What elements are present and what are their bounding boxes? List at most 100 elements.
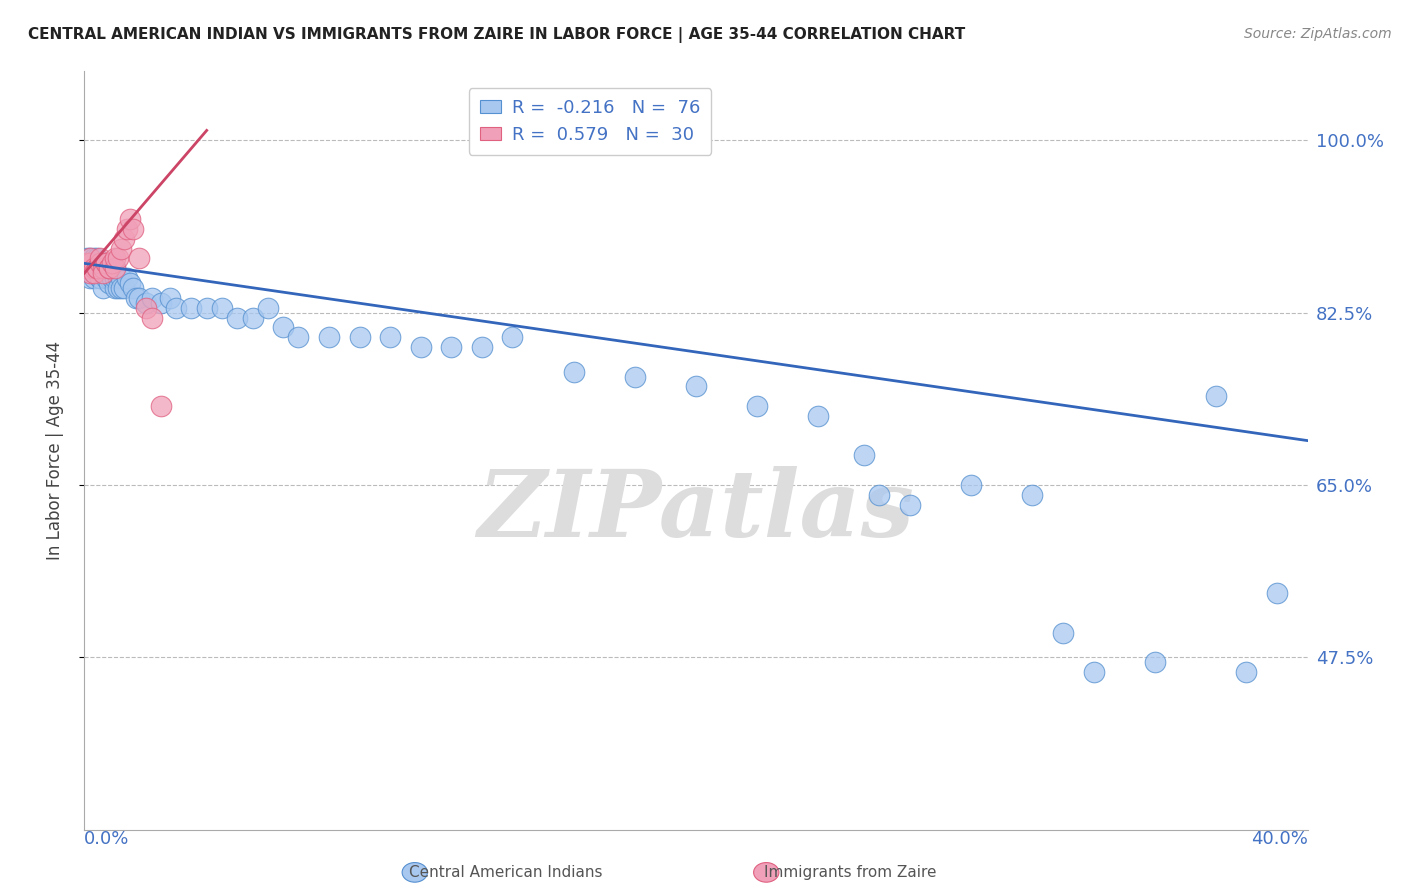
Point — [960, 478, 983, 492]
Point — [79, 252, 101, 266]
Point — [86, 261, 108, 276]
Point — [747, 399, 769, 413]
Point — [83, 266, 105, 280]
Text: ZIPatlas: ZIPatlas — [478, 467, 914, 556]
Point — [211, 301, 233, 315]
Point — [624, 369, 647, 384]
Point — [120, 212, 142, 227]
Point — [112, 232, 135, 246]
Point — [86, 261, 108, 276]
Point — [110, 271, 132, 285]
Point — [110, 242, 132, 256]
Point — [195, 301, 218, 315]
Point — [107, 271, 129, 285]
Text: Source: ZipAtlas.com: Source: ZipAtlas.com — [1244, 27, 1392, 41]
Point — [94, 256, 117, 270]
Point — [97, 261, 120, 276]
Point — [94, 261, 117, 276]
Point — [76, 252, 98, 266]
Point — [89, 261, 111, 276]
Text: 40.0%: 40.0% — [1251, 830, 1308, 847]
Point — [149, 399, 172, 413]
Point — [76, 256, 98, 270]
Point — [107, 281, 129, 295]
Point — [104, 271, 127, 285]
Point — [380, 330, 402, 344]
Point — [409, 340, 432, 354]
Point — [898, 498, 921, 512]
Point — [101, 271, 124, 285]
Point — [122, 281, 145, 295]
Point — [79, 266, 101, 280]
Point — [242, 310, 264, 325]
Point — [97, 261, 120, 276]
Point — [440, 340, 463, 354]
Point — [120, 276, 142, 290]
Point — [287, 330, 309, 344]
Point — [97, 261, 120, 276]
Point — [91, 266, 114, 280]
Point — [271, 320, 294, 334]
Point — [180, 301, 202, 315]
Point — [349, 330, 371, 344]
Point — [79, 256, 101, 270]
Point — [112, 281, 135, 295]
Point — [869, 488, 891, 502]
Text: CENTRAL AMERICAN INDIAN VS IMMIGRANTS FROM ZAIRE IN LABOR FORCE | AGE 35-44 CORR: CENTRAL AMERICAN INDIAN VS IMMIGRANTS FR… — [28, 27, 966, 43]
Point — [89, 252, 111, 266]
Point — [135, 301, 157, 315]
Point — [83, 256, 105, 270]
Point — [83, 261, 105, 276]
Point — [86, 261, 108, 276]
Point — [79, 271, 101, 285]
Text: Immigrants from Zaire: Immigrants from Zaire — [765, 865, 936, 880]
Point — [1205, 389, 1227, 403]
Point — [257, 301, 280, 315]
Point — [94, 271, 117, 285]
Point — [1265, 586, 1288, 600]
Point — [107, 252, 129, 266]
Legend: R =  -0.216   N =  76, R =  0.579   N =  30: R = -0.216 N = 76, R = 0.579 N = 30 — [468, 88, 711, 154]
Point — [1143, 655, 1166, 669]
Point — [104, 252, 127, 266]
Point — [1021, 488, 1043, 502]
Point — [165, 301, 187, 315]
Point — [125, 291, 148, 305]
Point — [1236, 665, 1258, 679]
Point — [76, 261, 98, 276]
Point — [91, 261, 114, 276]
Text: Central American Indians: Central American Indians — [409, 865, 603, 880]
Point — [149, 295, 172, 310]
Point — [115, 222, 138, 236]
Point — [97, 271, 120, 285]
Point — [76, 256, 98, 270]
Point — [97, 276, 120, 290]
Point — [128, 252, 150, 266]
Point — [79, 261, 101, 276]
Point — [79, 266, 101, 280]
Point — [226, 310, 249, 325]
Point — [318, 330, 340, 344]
Point — [89, 256, 111, 270]
Point — [562, 365, 585, 379]
Y-axis label: In Labor Force | Age 35-44: In Labor Force | Age 35-44 — [45, 341, 63, 560]
Point — [91, 266, 114, 280]
Point — [122, 222, 145, 236]
Point — [76, 261, 98, 276]
Point — [89, 271, 111, 285]
Point — [110, 281, 132, 295]
Point — [141, 291, 163, 305]
Point — [86, 252, 108, 266]
Text: 0.0%: 0.0% — [84, 830, 129, 847]
Point — [853, 449, 876, 463]
Point — [83, 252, 105, 266]
Point — [91, 261, 114, 276]
Point — [685, 379, 707, 393]
Point — [94, 256, 117, 270]
Point — [101, 256, 124, 270]
Point — [502, 330, 524, 344]
Point — [1052, 625, 1074, 640]
Point — [104, 281, 127, 295]
Point — [471, 340, 494, 354]
Point — [83, 271, 105, 285]
